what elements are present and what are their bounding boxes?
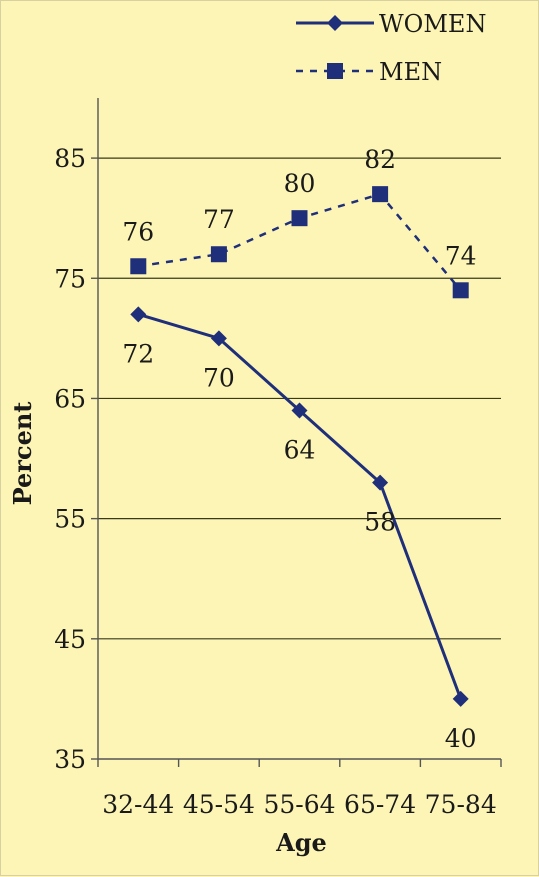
x-tick-label: 65-74 — [344, 790, 416, 819]
data-point-women — [210, 330, 227, 347]
data-point-men — [372, 186, 389, 203]
data-label-men: 80 — [284, 169, 316, 198]
data-point-men — [210, 246, 227, 263]
legend-label-women: WOMEN — [379, 10, 486, 38]
y-tick-label: 75 — [54, 264, 86, 293]
series-line-women — [137, 312, 463, 700]
data-point-men — [291, 210, 308, 227]
data-point-men — [130, 258, 147, 275]
data-point-women — [291, 402, 308, 419]
data-label-men: 77 — [203, 205, 235, 234]
y-tick-label: 35 — [54, 745, 86, 774]
y-tick-label: 45 — [54, 625, 86, 654]
x-tick-label: 55-64 — [263, 790, 335, 819]
data-point-men — [452, 282, 469, 299]
x-tick-label: 32-44 — [102, 790, 174, 819]
data-label-women: 70 — [203, 363, 235, 392]
data-label-men: 82 — [364, 145, 396, 174]
legend-label-men: MEN — [379, 58, 442, 86]
x-tick-label: 45-54 — [183, 790, 255, 819]
y-tick-label: 85 — [54, 144, 86, 173]
data-label-men: 76 — [122, 217, 154, 246]
data-label-men: 74 — [445, 241, 477, 270]
data-label-women: 64 — [284, 435, 316, 464]
series-line-men — [138, 192, 462, 292]
data-label-women: 58 — [364, 508, 396, 537]
y-axis-title: Percent — [8, 402, 37, 506]
x-axis-title: Age — [275, 828, 327, 857]
data-point-women — [130, 306, 147, 323]
data-point-women — [372, 474, 389, 491]
y-tick-label: 55 — [54, 505, 86, 534]
legend-marker-men — [327, 63, 343, 79]
data-point-women — [452, 690, 469, 707]
x-tick-label: 75-84 — [425, 790, 497, 819]
legend-marker-women — [327, 15, 343, 31]
y-tick-label: 65 — [54, 384, 86, 413]
data-label-women: 40 — [445, 724, 477, 753]
data-label-women: 72 — [122, 339, 154, 368]
